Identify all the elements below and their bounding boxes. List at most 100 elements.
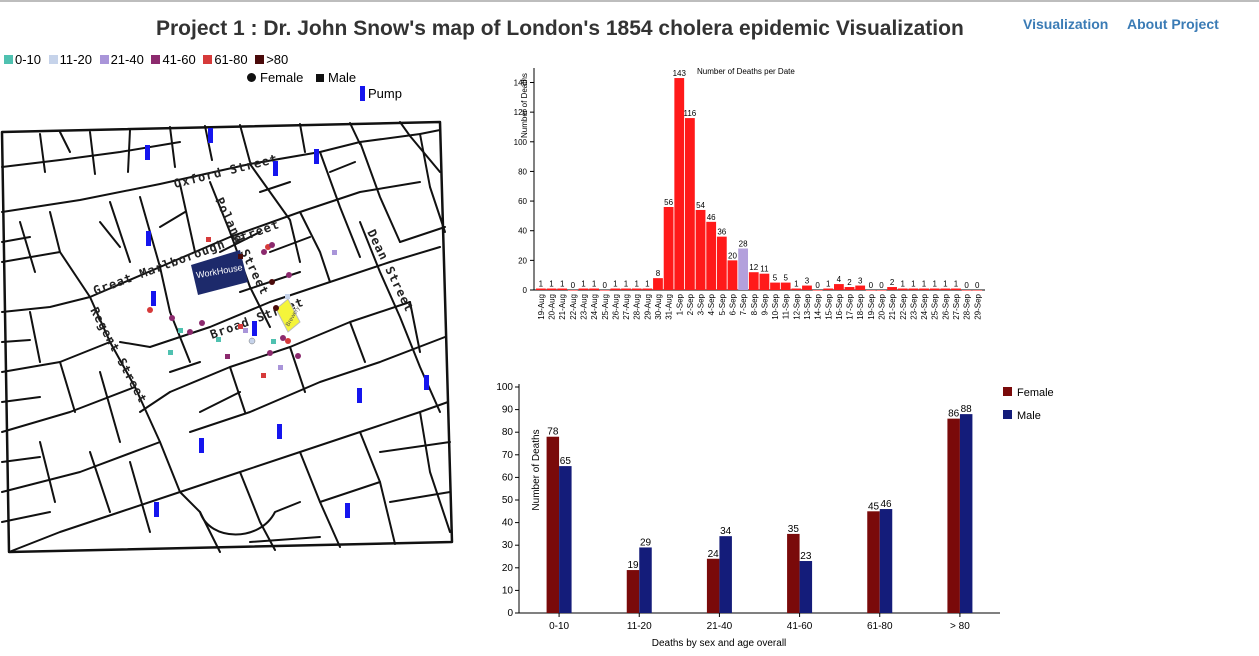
death-marker[interactable] <box>168 350 173 355</box>
death-marker[interactable] <box>269 242 275 248</box>
chart2-bar-female[interactable] <box>626 570 640 613</box>
chart2-bar-male[interactable] <box>639 547 652 613</box>
chart1-bar[interactable] <box>695 209 706 290</box>
chart1-bar[interactable] <box>706 221 717 290</box>
chart1-bar[interactable] <box>674 78 685 290</box>
chart1-bar[interactable] <box>791 288 802 290</box>
chart1-bar[interactable] <box>834 284 844 290</box>
chart2-bar-male[interactable] <box>799 561 813 613</box>
workhouse[interactable]: WorkHouse <box>191 250 248 295</box>
chart1-bar[interactable] <box>589 288 600 290</box>
death-marker[interactable] <box>332 250 337 255</box>
chart1-bar[interactable] <box>716 236 727 290</box>
chart1-bar[interactable] <box>599 290 610 291</box>
death-marker[interactable] <box>199 320 205 326</box>
chart1-bar[interactable] <box>823 288 834 290</box>
death-marker[interactable] <box>269 279 275 285</box>
chart1-bar[interactable] <box>748 272 759 290</box>
pump-marker[interactable] <box>154 502 159 517</box>
death-marker[interactable] <box>273 305 279 311</box>
chart1-bar[interactable] <box>812 290 823 291</box>
pump-marker[interactable] <box>273 161 278 176</box>
death-marker[interactable] <box>267 350 273 356</box>
chart1-bar[interactable] <box>738 248 749 291</box>
death-marker[interactable] <box>243 328 248 333</box>
nav-about-project[interactable]: About Project <box>1127 16 1219 32</box>
death-marker[interactable] <box>295 353 301 359</box>
death-marker[interactable] <box>261 373 266 378</box>
chart1-bar[interactable] <box>887 287 898 290</box>
chart1-bar[interactable] <box>685 118 695 290</box>
chart1-bar[interactable] <box>567 290 578 291</box>
pump-marker[interactable] <box>199 438 204 453</box>
death-marker[interactable] <box>285 294 290 299</box>
chart1-bar[interactable] <box>951 288 961 290</box>
death-marker[interactable] <box>178 328 183 333</box>
chart1-bar[interactable] <box>908 288 919 290</box>
death-marker[interactable] <box>187 329 193 335</box>
chart1-bar[interactable] <box>802 285 812 290</box>
chart1-bar[interactable] <box>546 288 557 290</box>
chart2-bar-female[interactable] <box>787 533 800 613</box>
pump-marker[interactable] <box>277 424 282 439</box>
chart1-bar[interactable] <box>897 288 908 290</box>
chart1-bar[interactable] <box>972 290 983 291</box>
death-marker[interactable] <box>285 338 291 344</box>
chart2-bar-female[interactable] <box>867 511 880 613</box>
death-marker[interactable] <box>216 337 221 342</box>
death-marker[interactable] <box>248 337 256 345</box>
chart2-bar-female[interactable] <box>706 558 720 613</box>
death-marker[interactable] <box>261 249 267 255</box>
chart1-bar[interactable] <box>780 282 791 290</box>
death-marker[interactable] <box>225 354 230 359</box>
chart2-bar-male[interactable] <box>959 414 973 613</box>
death-marker[interactable] <box>169 315 175 321</box>
chart1-bar[interactable] <box>876 290 887 291</box>
chart1-bar[interactable] <box>929 288 940 290</box>
pump-marker[interactable] <box>252 321 257 336</box>
death-marker[interactable] <box>271 339 276 344</box>
death-marker[interactable] <box>238 324 243 329</box>
chart1-bar[interactable] <box>759 273 770 290</box>
snow-map[interactable]: Oxford Street Poland Street Great Marlbo… <box>0 112 460 562</box>
chart1-bar[interactable] <box>536 288 546 290</box>
chart1-bar[interactable] <box>961 290 972 291</box>
pump-marker[interactable] <box>314 149 319 164</box>
death-marker[interactable] <box>280 335 286 341</box>
chart1-bar[interactable] <box>610 288 621 290</box>
chart1-bar[interactable] <box>865 290 876 291</box>
death-marker[interactable] <box>147 307 153 313</box>
chart1-bar[interactable] <box>557 288 568 290</box>
chart2-bar-male[interactable] <box>559 466 572 613</box>
chart1-bar[interactable] <box>642 288 653 290</box>
chart1-bar[interactable] <box>621 288 631 290</box>
nav-visualization[interactable]: Visualization <box>1023 16 1109 32</box>
chart1-bar[interactable] <box>578 288 589 290</box>
pump-marker[interactable] <box>424 375 429 390</box>
chart2-bar-female[interactable] <box>947 418 960 613</box>
pump-marker[interactable] <box>357 388 362 403</box>
chart2-bar-male[interactable] <box>719 536 732 613</box>
chart1-bar[interactable] <box>727 260 738 290</box>
death-marker[interactable] <box>278 365 283 370</box>
chart1-bar[interactable] <box>663 207 674 290</box>
pump-marker[interactable] <box>208 128 213 143</box>
chart1-bar[interactable] <box>844 287 855 290</box>
chart1-bar[interactable] <box>631 288 642 290</box>
death-marker[interactable] <box>238 254 243 259</box>
chart1-bar[interactable] <box>770 282 780 290</box>
pump-marker[interactable] <box>146 231 151 246</box>
chart2-bar-male[interactable] <box>879 509 893 613</box>
chart1-bar[interactable] <box>940 288 951 290</box>
death-marker[interactable] <box>286 272 292 278</box>
pump-marker[interactable] <box>151 291 156 306</box>
pump-marker[interactable] <box>345 503 350 518</box>
chart1-bar[interactable] <box>919 288 929 290</box>
chart1-bar[interactable] <box>653 278 663 290</box>
brewery[interactable]: Brewery <box>275 298 301 333</box>
pump-marker[interactable] <box>145 145 150 160</box>
death-marker[interactable] <box>206 237 211 242</box>
chart1-bar[interactable] <box>855 285 866 290</box>
chart2-bar-female[interactable] <box>546 436 560 613</box>
